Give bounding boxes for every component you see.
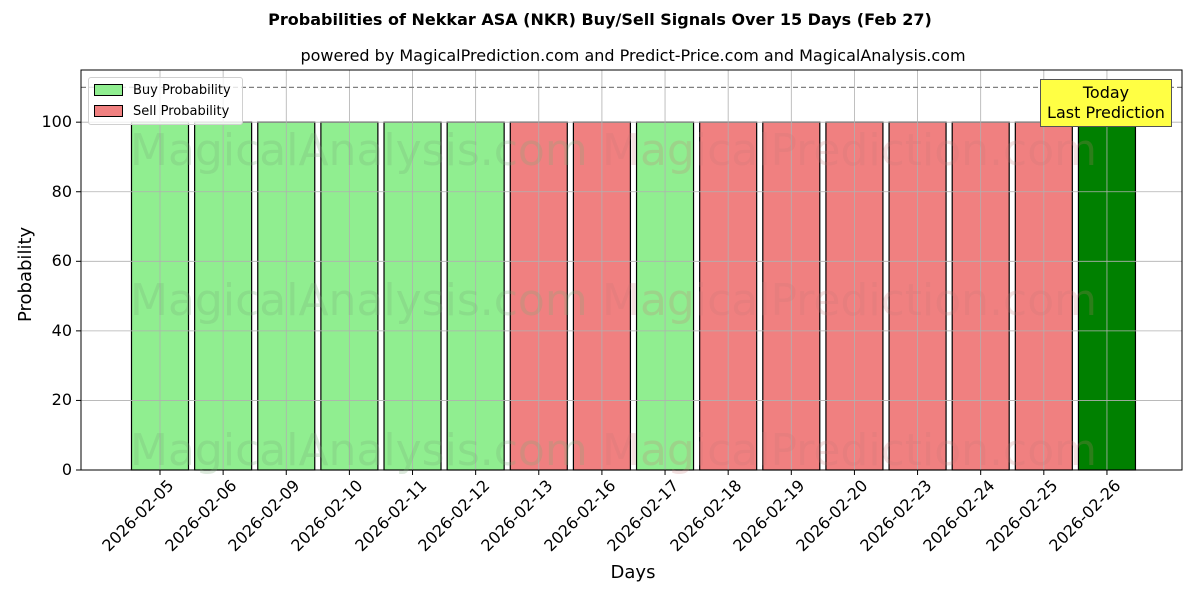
legend-label-buy: Buy Probability [133, 82, 231, 98]
sell-swatch-icon [94, 105, 123, 117]
x-axis-label: Days [610, 562, 656, 583]
legend-item-buy: Buy Probability [94, 82, 231, 98]
chart-subtitle: powered by MagicalPrediction.com and Pre… [300, 46, 966, 65]
annotation-line-2: Last Prediction [1047, 103, 1165, 122]
y-tick-label: 100 [41, 112, 72, 132]
y-tick-label: 60 [51, 251, 72, 271]
y-tick-label: 0 [61, 460, 72, 479]
y-tick-label: 80 [51, 181, 72, 201]
y-tick-label: 40 [51, 320, 72, 340]
y-axis-label: Probability [15, 226, 36, 322]
legend-label-sell: Sell Probability [133, 103, 230, 119]
annotation-line-1: Today [1082, 83, 1130, 102]
legend: Buy Probability Sell Probability [88, 77, 243, 125]
today-annotation: Today Last Prediction [1040, 79, 1172, 127]
y-tick-label: 20 [51, 390, 72, 410]
legend-item-sell: Sell Probability [94, 103, 229, 119]
chart-title: Probabilities of Nekkar ASA (NKR) Buy/Se… [268, 10, 932, 29]
axes-frame [80, 69, 1183, 471]
buy-swatch-icon [94, 84, 123, 96]
